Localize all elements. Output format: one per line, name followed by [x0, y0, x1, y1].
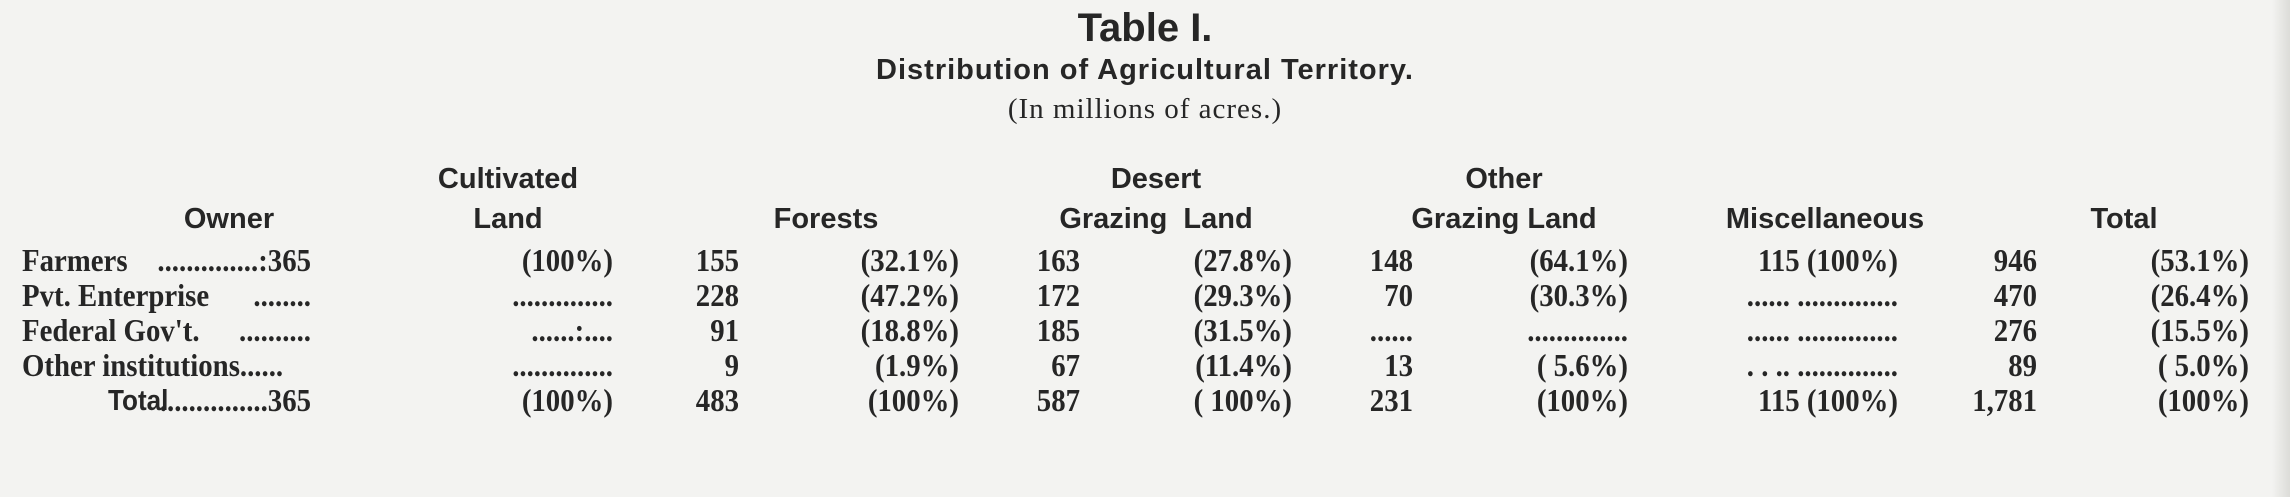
forests-pct-cell: (1.9%) [875, 347, 959, 383]
misc-cell: . . .. .............. [1746, 347, 1898, 383]
column-header-bottom: Miscellaneous [1725, 203, 1925, 235]
desert-pct-cell: (31.5%) [1193, 312, 1292, 348]
forests-pct-cell: (32.1%) [860, 242, 959, 278]
forests-cell: 91 [710, 312, 739, 348]
column-header-bottom: Land [473, 203, 543, 235]
desert-pct-cell: (11.4%) [1195, 347, 1292, 383]
units-note: (In millions of acres.) [1007, 93, 1283, 125]
total-cell: 276 [1993, 312, 2037, 348]
desert-pct-cell: ( 100%) [1193, 382, 1292, 418]
other-pct-cell: (64.1%) [1529, 242, 1628, 278]
other-cell: ...... [1369, 312, 1413, 348]
other-pct-cell: (100%) [1536, 382, 1628, 418]
cult-pct-cell: .............. [512, 347, 613, 383]
desert-cell: 587 [1036, 382, 1080, 418]
owner-cell: Pvt. Enterprise [22, 277, 210, 313]
column-header-top: Cultivated [437, 163, 579, 195]
column-header-top: Other [1465, 163, 1543, 195]
other-cell: 70 [1384, 277, 1413, 313]
other-pct-cell: (30.3%) [1529, 277, 1628, 313]
cult-pct-cell: ......:.... [531, 312, 613, 348]
total-pct-cell: ( 5.0%) [2157, 347, 2249, 383]
cult-pct-cell: .............. [512, 277, 613, 313]
misc-cell: 115 (100%) [1758, 242, 1898, 278]
page-edge [2272, 0, 2290, 497]
total-cell: 1,781 [1972, 382, 2037, 418]
column-header-bottom: Forests [773, 203, 879, 235]
owner-cell: Federal Gov't. [22, 312, 200, 348]
total-pct-cell: (26.4%) [2150, 277, 2249, 313]
total-pct-cell: (100%) [2157, 382, 2249, 418]
desert-pct-cell: (27.8%) [1193, 242, 1292, 278]
total-cell: 946 [1993, 242, 2037, 278]
forests-cell: 483 [695, 382, 739, 418]
misc-cell: 115 (100%) [1758, 382, 1898, 418]
column-header-top: Desert [1110, 163, 1202, 195]
forests-cell: 9 [724, 347, 739, 383]
cult-cell: ........ [253, 277, 311, 313]
other-pct-cell: .............. [1527, 312, 1628, 348]
forests-pct-cell: (100%) [867, 382, 959, 418]
other-cell: 148 [1369, 242, 1413, 278]
table-subtitle: Distribution of Agricultural Territory. [876, 54, 1414, 86]
owner-cell: Farmers [22, 242, 128, 278]
column-header-bottom: Grazing Land [1411, 203, 1597, 235]
cult-cell: .......... [239, 312, 311, 348]
column-header-bottom: Grazing Land [1059, 203, 1253, 235]
total-pct-cell: (15.5%) [2150, 312, 2249, 348]
desert-cell: 163 [1036, 242, 1080, 278]
forests-pct-cell: (18.8%) [860, 312, 959, 348]
owner-cell: Other institutions...... [22, 347, 284, 383]
misc-cell: ...... .............. [1746, 312, 1898, 348]
table-title: Table I. [1077, 6, 1213, 50]
cult-pct-cell: (100%) [521, 242, 613, 278]
misc-cell: ...... .............. [1746, 277, 1898, 313]
total-cell: 89 [2008, 347, 2037, 383]
other-cell: 231 [1369, 382, 1413, 418]
total-pct-cell: (53.1%) [2150, 242, 2249, 278]
cult-pct-cell: (100%) [521, 382, 613, 418]
cult-cell: ...............365 [159, 382, 311, 418]
desert-pct-cell: (29.3%) [1193, 277, 1292, 313]
total-cell: 470 [1993, 277, 2037, 313]
forests-pct-cell: (47.2%) [860, 277, 959, 313]
cult-cell: ..............:365 [157, 242, 311, 278]
column-header-bottom: Total [2090, 203, 2158, 235]
forests-cell: 155 [695, 242, 739, 278]
column-header-bottom: Owner [183, 203, 275, 235]
desert-cell: 67 [1051, 347, 1080, 383]
owner-cell: Total [108, 385, 169, 417]
other-pct-cell: ( 5.6%) [1536, 347, 1628, 383]
forests-cell: 228 [695, 277, 739, 313]
desert-cell: 172 [1036, 277, 1080, 313]
other-cell: 13 [1384, 347, 1413, 383]
desert-cell: 185 [1036, 312, 1080, 348]
